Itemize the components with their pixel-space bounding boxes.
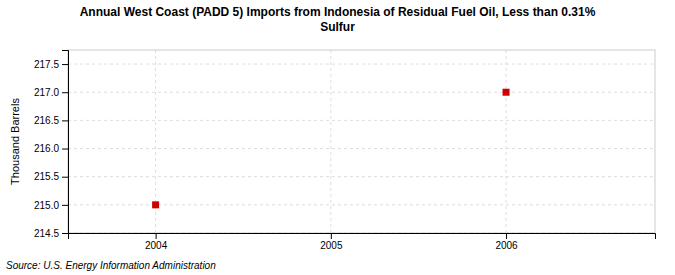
grid [68,50,655,233]
annotation: Source: U.S. Energy Information Administ… [6,260,216,271]
y-tick-mark [62,233,68,234]
y-tick-mark [62,120,68,121]
y-tick-mark [62,177,68,178]
x-tick-label: 2004 [145,240,168,251]
x-tick-mark [506,233,507,239]
y-tick-mark [62,205,68,206]
y-tick: 216.5 [34,115,68,126]
y-tick-label: 215.0 [34,200,59,211]
x-axis: 2004 2005 2006 [69,233,656,251]
y-tick-label: 217.5 [34,59,59,70]
y-axis-line [62,51,69,234]
grid-line [68,120,655,121]
point [152,201,159,208]
y-tick-label: 217.0 [34,87,59,98]
chart: 2004 2005 2006 214.5 215.0 215.5 216.0 216.5 217… [0,0,675,275]
grid-line [330,50,331,233]
y-tick-label: 216.5 [34,115,59,126]
y-tick-label: 214.5 [34,228,59,239]
y-tick: 214.5 [34,228,68,239]
y-tick-label: 216.0 [34,143,59,154]
plot-area: 2004 2005 2006 214.5 215.0 215.5 216.0 216.5 217… [34,50,656,251]
y-tick: 217.0 [34,87,68,98]
y-tick: 215.5 [34,171,68,182]
x-tick: 2005 [320,233,343,251]
y-axis: 214.5 215.0 215.5 216.0 216.5 217.0 217.5 [34,51,69,239]
x-tick-mark [331,233,332,239]
x-axis-line [69,234,656,240]
x-tick: 2006 [495,233,518,251]
y-tick-mark [62,64,68,65]
plot-frame [68,50,655,233]
title: Annual West Coast (PADD 5) Imports from … [80,5,596,34]
y-tick: 217.5 [34,59,68,70]
point [503,89,510,96]
x-tick: 2004 [145,233,168,251]
y-tick: 216.0 [34,143,68,154]
x-tick-mark [156,233,157,239]
y-tick-mark [62,92,68,93]
y-tick-mark [62,149,68,150]
y-axis-title: Thousand Barrels [9,98,21,185]
y-tick: 215.0 [34,200,68,211]
x-tick-label: 2006 [495,240,518,251]
grid-line [506,50,507,233]
y-tick-label: 215.5 [34,171,59,182]
x-tick-label: 2005 [320,240,343,251]
points [152,89,509,209]
